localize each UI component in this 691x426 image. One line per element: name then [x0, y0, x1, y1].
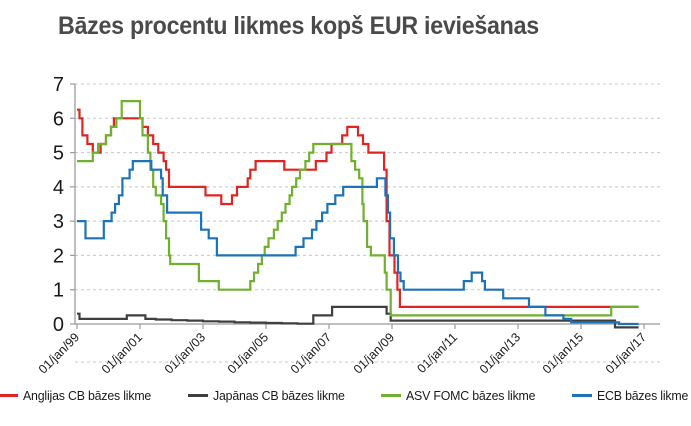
chart-legend: Anglijas CB bāzes likme Japānas CB bāzes … — [0, 388, 691, 403]
legend-label: ASV FOMC bāzes likme — [406, 388, 536, 403]
legend-label: Anglijas CB bāzes likme — [22, 388, 151, 403]
legend-swatch — [187, 394, 208, 397]
legend-item: Japānas CB bāzes likme — [187, 388, 352, 403]
y-tick-label: 2 — [53, 245, 64, 267]
y-tick-label: 5 — [53, 143, 64, 165]
series-line-japan — [77, 305, 639, 329]
legend-swatch — [572, 394, 593, 397]
legend-item: ASV FOMC bāzes likme — [381, 388, 542, 403]
legend-swatch — [381, 394, 402, 397]
series-line-us — [77, 100, 639, 317]
legend-item: Anglijas CB bāzes likme — [0, 388, 158, 403]
y-tick-label: 4 — [53, 177, 64, 199]
legend-label: ECB bāzes likme — [597, 388, 689, 403]
x-tick-label: 01/jan/05 — [225, 330, 271, 376]
chart-title: Bāzes procentu likmes kopš EUR ieviešana… — [58, 12, 539, 40]
y-tick-label: 0 — [53, 314, 64, 336]
x-tick-label: 01/jan/01 — [99, 330, 145, 376]
x-tick-label: 01/jan/13 — [477, 330, 523, 376]
x-tick-label: 01/jan/17 — [603, 330, 649, 376]
x-tick-label: 01/jan/03 — [162, 330, 208, 376]
legend-swatch — [0, 394, 18, 397]
series-line-ecb — [77, 160, 639, 326]
series-line-england — [77, 108, 639, 308]
legend-label: Japānas CB bāzes likme — [212, 388, 345, 403]
x-tick-label: 01/jan/09 — [351, 330, 397, 376]
y-tick-label: 3 — [53, 211, 64, 233]
y-tick-label: 1 — [53, 280, 64, 302]
y-tick-label: 7 — [53, 74, 64, 96]
legend-item: ECB bāzes likme — [572, 388, 691, 403]
x-tick-label: 01/jan/07 — [288, 330, 334, 376]
y-tick-label: 6 — [53, 108, 64, 130]
x-tick-label: 01/jan/11 — [415, 330, 461, 376]
x-tick-label: 01/jan/15 — [540, 330, 586, 376]
x-tick-label: 01/jan/99 — [36, 330, 82, 376]
